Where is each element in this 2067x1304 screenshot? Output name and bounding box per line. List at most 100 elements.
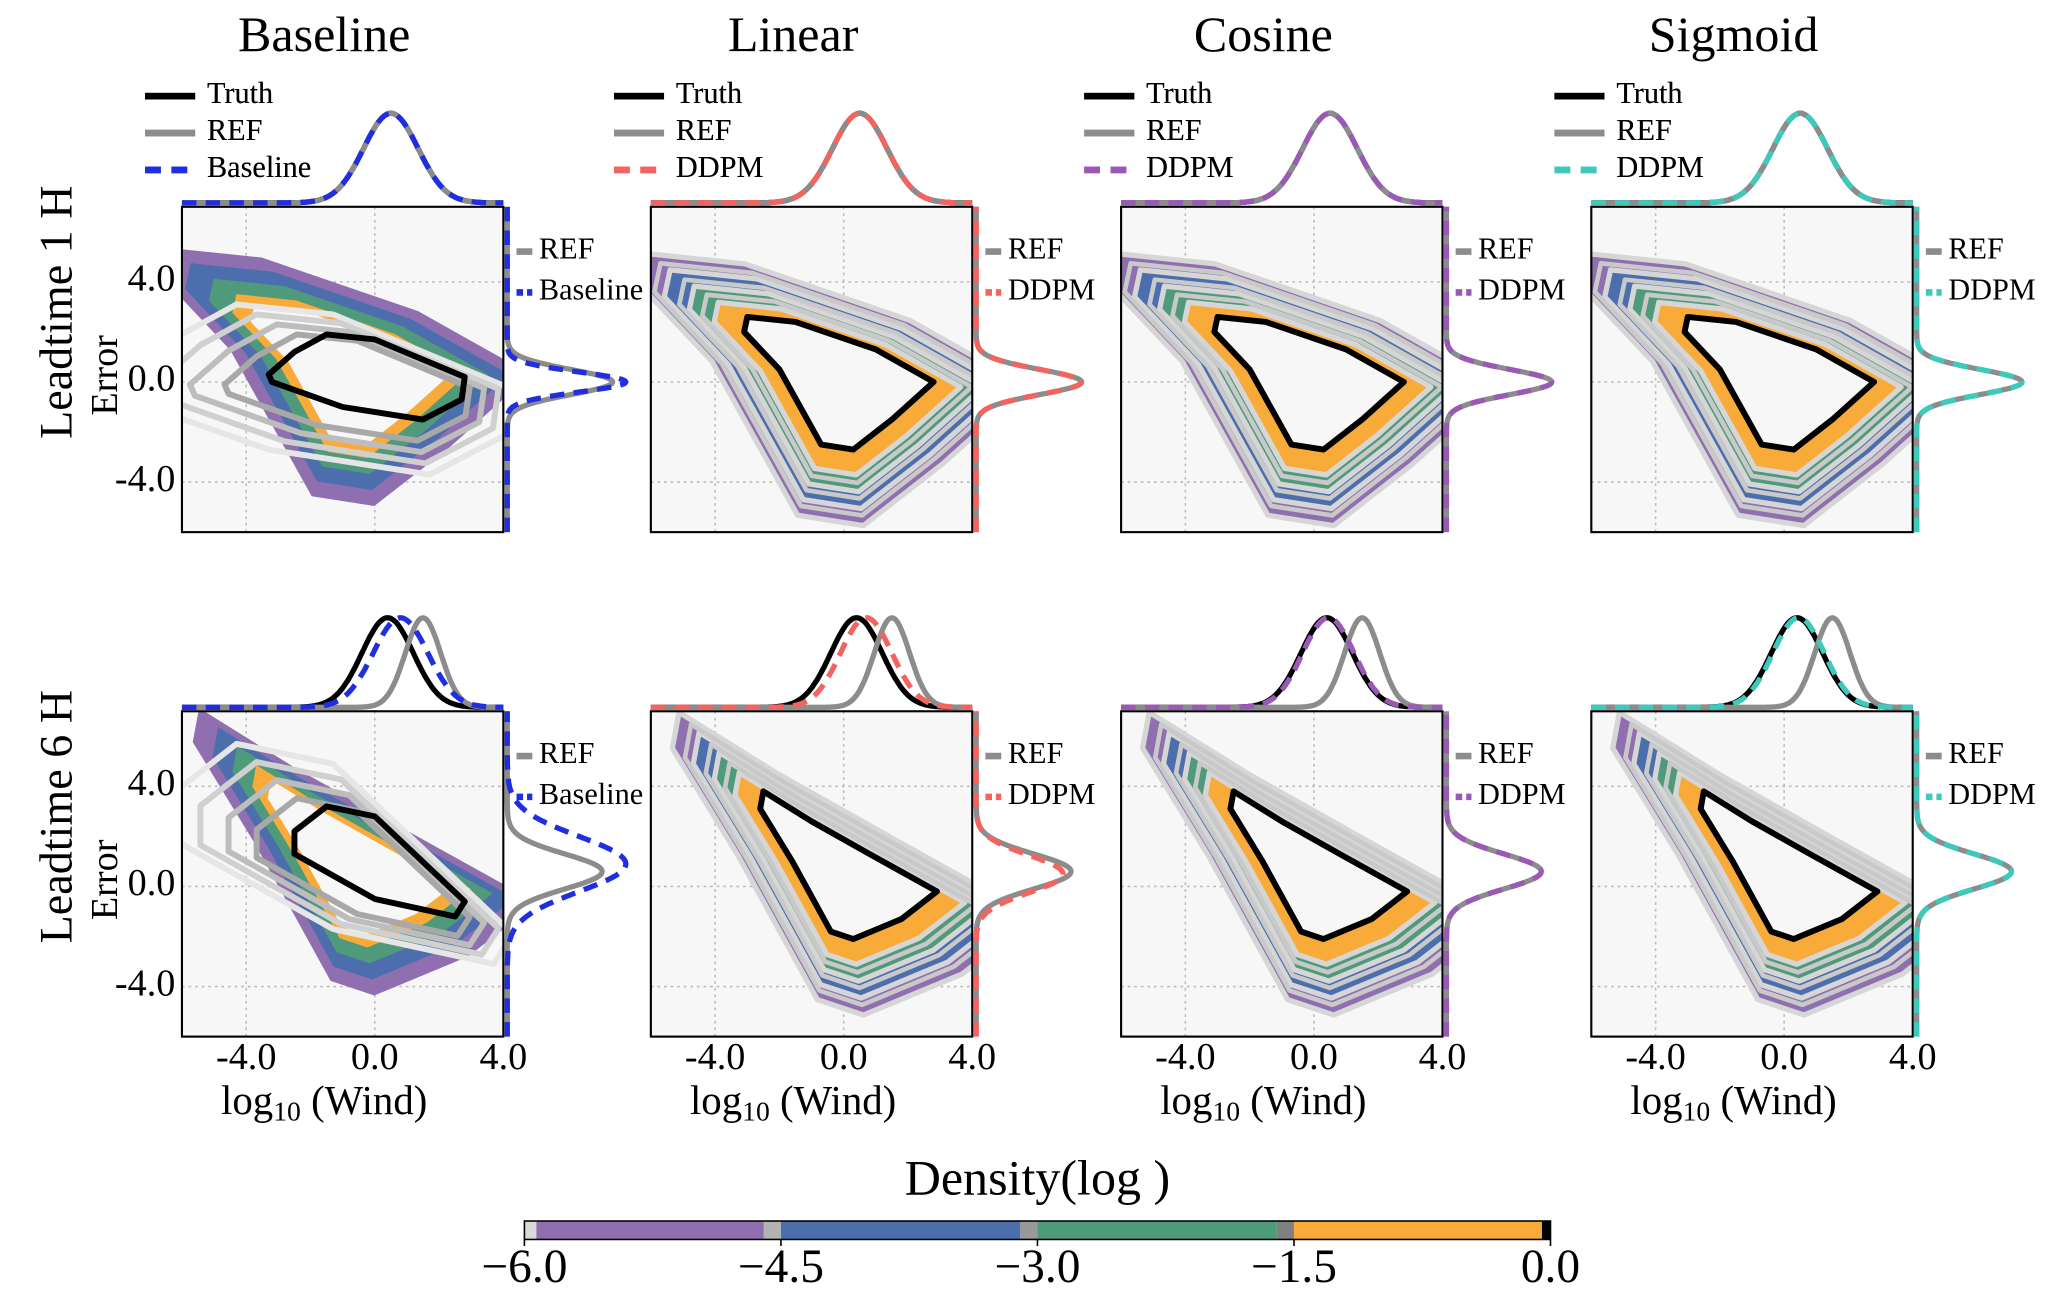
plot-frame xyxy=(1120,710,1444,1038)
legend-label: REF xyxy=(1146,113,1202,147)
legend-label: Baseline xyxy=(207,150,311,184)
plot-frame xyxy=(1590,710,1914,1038)
legend-label: REF xyxy=(539,232,595,266)
colorbar-tick-label: −1.5 xyxy=(1251,1241,1337,1293)
legend-label: REF xyxy=(1948,232,2004,266)
y-tick-label: 0.0 xyxy=(128,358,176,400)
legend-label: DDPM xyxy=(676,150,764,184)
plot-frame xyxy=(649,710,974,1038)
y-axis-label: Error xyxy=(84,839,126,920)
x-axis-label-part: (Wind) xyxy=(301,1078,427,1123)
legend-label: REF xyxy=(1008,736,1064,770)
legend-label: Truth xyxy=(676,76,742,110)
model-marginal-right xyxy=(1443,205,1555,534)
model-marginal-top xyxy=(649,615,974,710)
x-axis-label-part: (Wind) xyxy=(770,1078,896,1123)
truth-contour xyxy=(741,313,937,453)
colorbar-segment xyxy=(524,1221,537,1240)
plot-area xyxy=(650,206,973,533)
legend-label: REF xyxy=(207,113,263,147)
model-marginal-top xyxy=(1590,615,1914,710)
legend-label: DDPM xyxy=(1008,272,1096,306)
legend-label: Baseline xyxy=(539,777,643,811)
truth-contour xyxy=(291,803,468,920)
x-axis-label-part: (Wind) xyxy=(1710,1078,1836,1123)
plot-frame xyxy=(180,205,505,534)
ref-contour xyxy=(699,292,973,486)
legend-label: REF xyxy=(1478,232,1534,266)
x-tick-label: 0.0 xyxy=(1290,1036,1338,1078)
ref-contour xyxy=(1640,292,1913,486)
y-tick-label: -4.0 xyxy=(115,962,175,1004)
x-axis-label: log10 (Wind) xyxy=(1160,1078,1366,1126)
ref-contour xyxy=(652,260,973,518)
plot-area xyxy=(1591,711,1913,1037)
legend-label: DDPM xyxy=(1478,777,1566,811)
row-label: Leadtime 1 H xyxy=(30,185,81,438)
ref-contour xyxy=(1147,277,1443,501)
colorbar-segment xyxy=(1276,1221,1294,1240)
plot-area xyxy=(650,711,973,1037)
legend-label: Truth xyxy=(1616,76,1682,110)
model-marginal-right xyxy=(504,205,629,534)
model-marginal-right xyxy=(1914,205,2025,534)
x-tick-label: 0.0 xyxy=(1760,1036,1808,1078)
legend-label: REF xyxy=(539,736,595,770)
column-title: Baseline xyxy=(238,6,410,62)
colorbar-segment xyxy=(1541,1221,1551,1240)
legend-label: DDPM xyxy=(1146,150,1234,184)
x-axis-label-sub: 10 xyxy=(742,1096,770,1127)
colorbar-segment xyxy=(1020,1221,1038,1240)
ref-contour xyxy=(1663,760,1913,975)
legend-label: DDPM xyxy=(1948,272,2036,306)
x-axis-label: log10 (Wind) xyxy=(690,1078,896,1126)
legend-label: DDPM xyxy=(1948,777,2036,811)
x-tick-label: 4.0 xyxy=(1419,1036,1467,1078)
ref-marginal-top xyxy=(649,615,974,710)
colorbar-title: Density(log ) xyxy=(905,1149,1170,1205)
model-marginal-right xyxy=(1914,709,2015,1038)
plot-frame xyxy=(1120,205,1444,534)
x-axis-label-part: (Wind) xyxy=(1240,1078,1366,1123)
ref-contour xyxy=(1170,292,1443,486)
y-tick-label: 4.0 xyxy=(128,762,176,804)
ref-contour xyxy=(197,759,502,958)
column-title: Cosine xyxy=(1194,6,1333,62)
ref-marginal-top xyxy=(1120,615,1444,710)
x-tick-label: 0.0 xyxy=(820,1036,868,1078)
legend-label: REF xyxy=(1008,232,1064,266)
y-axis-label: Error xyxy=(84,335,126,416)
legend-label: REF xyxy=(1616,113,1672,147)
ref-contour xyxy=(1643,742,1913,991)
legend-label: Baseline xyxy=(207,150,311,184)
legend-label: REF xyxy=(1948,736,2004,770)
row-label: Leadtime 6 H xyxy=(30,690,81,943)
x-axis-label: log10 (Wind) xyxy=(221,1078,427,1126)
truth-contour xyxy=(1681,313,1878,453)
y-tick-label: -4.0 xyxy=(115,458,175,500)
truth-contour xyxy=(1697,788,1881,942)
legend-label: Truth xyxy=(207,76,273,110)
ref-contour xyxy=(221,331,473,444)
colorbar-tick-label: 0.0 xyxy=(1521,1241,1580,1293)
x-tick-label: 4.0 xyxy=(1889,1036,1937,1078)
x-axis-label-sub: 10 xyxy=(1212,1096,1240,1127)
colorbar-segment xyxy=(780,1221,1021,1240)
ref-contour xyxy=(1122,260,1443,518)
legend-label: Truth xyxy=(676,76,742,110)
ref-contour xyxy=(181,740,504,968)
colorbar-segment xyxy=(536,1221,764,1240)
model-marginal-top xyxy=(1120,110,1444,206)
ref-contour xyxy=(225,777,488,949)
model-marginal-top xyxy=(180,110,505,206)
legend-label: REF xyxy=(1478,736,1534,770)
ref-contour xyxy=(1617,277,1913,501)
plot-frame xyxy=(180,710,505,1038)
x-axis-label-sub: 10 xyxy=(1683,1096,1711,1127)
ref-contour xyxy=(1192,760,1443,975)
